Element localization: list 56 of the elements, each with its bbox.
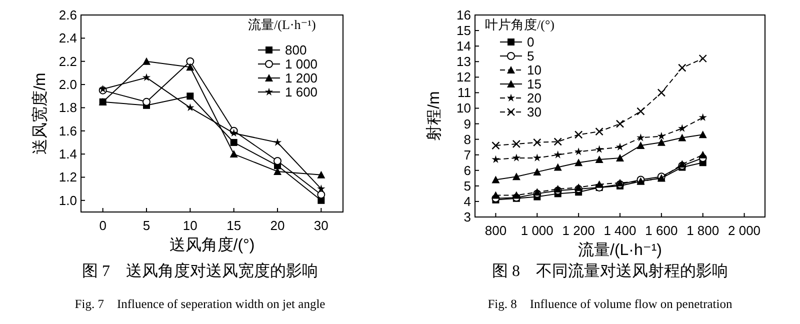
x-tick-label: 10 (182, 218, 198, 233)
legend-label: 0 (527, 34, 534, 50)
legend-label: 1 000 (285, 56, 318, 72)
y-tick-label: 2.6 (58, 8, 77, 22)
text: 图 7 送风角度对送风宽度的影响 (82, 262, 318, 280)
x-tick-label: 1 800 (686, 223, 720, 238)
legend-label: 15 (527, 76, 542, 92)
y-tick-label: 1.8 (58, 100, 77, 116)
x-tick-label: 30 (314, 218, 328, 233)
legend-label: 5 (527, 48, 534, 64)
x-tick-label: 15 (226, 218, 242, 233)
x-tick-label: 1 000 (520, 223, 554, 238)
legend-label: 20 (527, 90, 542, 106)
x-tick-label: 20 (270, 218, 285, 233)
legend-label: 30 (527, 104, 542, 120)
x-tick-label: 1 200 (562, 223, 595, 238)
y-tick-label: 1.0 (58, 192, 77, 208)
legend-title: 流量/(L·h⁻¹) (248, 17, 316, 32)
y-tick-label: 15 (456, 23, 471, 38)
y-tick-label: 2.0 (58, 77, 77, 92)
x-tick-label: 1 600 (645, 223, 678, 238)
x-tick-label: 1 400 (604, 223, 636, 238)
y-tick-label: 10 (456, 100, 471, 116)
legend-label: 1 600 (285, 84, 318, 100)
y-tick-label: 2.2 (58, 54, 77, 69)
legend-label: 800 (285, 42, 307, 58)
y-tick-label: 5 (464, 178, 471, 194)
x-tick-label: 5 (142, 218, 150, 233)
text: 图 8 不同流量对送风射程的影响 (492, 262, 728, 280)
y-tick-label: 13 (456, 54, 471, 70)
y-axis-title: 送风宽度/m (31, 72, 49, 154)
y-tick-label: 14 (456, 38, 471, 54)
y-tick-label: 6 (464, 162, 471, 178)
y-tick-label: 2.4 (58, 30, 77, 46)
y-tick-label: 8 (464, 132, 471, 147)
y-axis-title: 射程/m (425, 91, 443, 141)
y-tick-label: 12 (456, 70, 471, 85)
legend-label: 1 200 (285, 70, 318, 86)
y-tick-label: 11 (458, 85, 471, 100)
y-tick-label: 1.6 (58, 123, 77, 138)
legend-label: 10 (527, 62, 542, 78)
y-tick-label: 7 (464, 147, 471, 162)
y-tick-label: 3 (464, 210, 471, 224)
text: Fig. 7 Influence of seperation width on jet angle (74, 297, 326, 311)
text: Fig. 8 Influence of volume flow on penetration (488, 297, 734, 311)
x-tick-label: 2 000 (728, 223, 761, 238)
x-tick-label: 0 (99, 218, 106, 233)
y-tick-label: 4 (464, 194, 471, 209)
y-tick-label: 1.2 (58, 170, 77, 185)
y-tick-label: 9 (464, 116, 471, 132)
x-axis-title: 送风角度/(°) (169, 236, 255, 254)
x-axis-title: 流量/(L·h⁻¹) (578, 241, 662, 259)
y-tick-label: 1.4 (58, 146, 77, 162)
legend-title: 叶片角度/(°) (485, 17, 554, 32)
y-tick-label: 16 (456, 8, 471, 22)
x-tick-label: 800 (484, 223, 507, 238)
